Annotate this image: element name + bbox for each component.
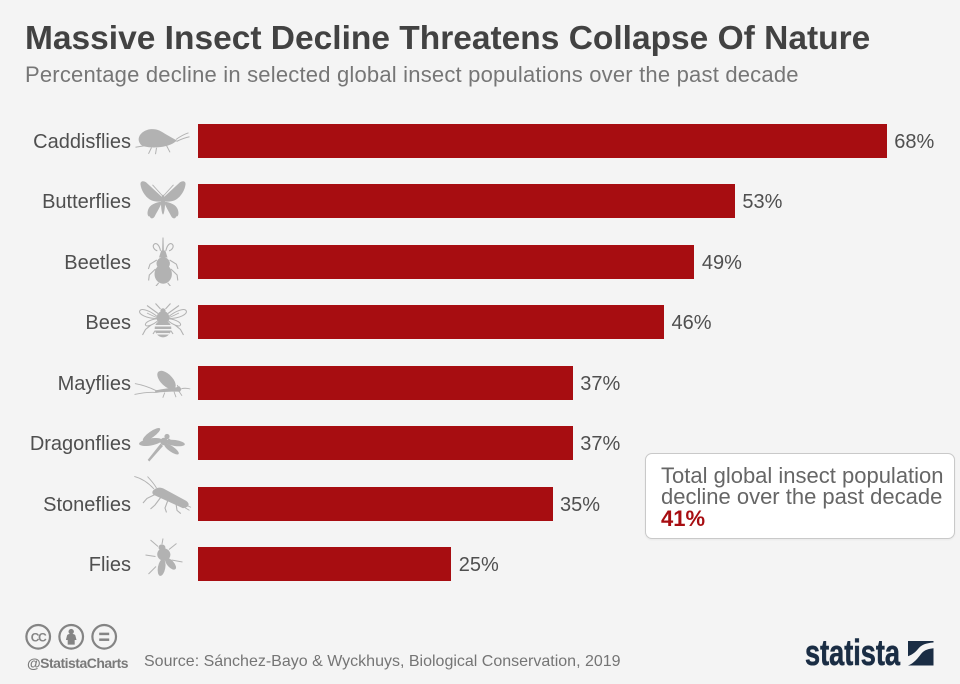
svg-text:CC: CC: [31, 630, 47, 644]
svg-text:statista: statista: [805, 636, 901, 668]
